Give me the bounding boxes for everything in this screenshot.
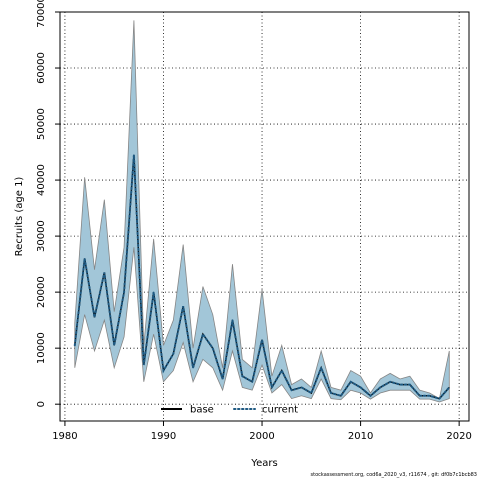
footer-note: stockassessment.org, cod6a_2020_v3, r116… — [310, 472, 477, 478]
y-tick-label: 60000 — [36, 52, 47, 84]
y-axis-title: Recruits (age 1) — [14, 177, 25, 257]
legend-label-base: base — [190, 405, 214, 416]
plot-frame — [59, 11, 470, 422]
x-tick-label: 2020 — [446, 431, 471, 442]
x-tick-label: 2000 — [249, 431, 274, 442]
x-tick-label: 1980 — [52, 431, 77, 442]
y-tick-label: 70000 — [36, 0, 47, 28]
x-tick-label: 1990 — [151, 431, 176, 442]
y-tick-label: 20000 — [36, 276, 47, 308]
x-tick-label: 2010 — [348, 431, 373, 442]
y-tick-label: 0 — [36, 401, 47, 407]
series-line-current — [73, 154, 451, 400]
legend-label-current: current — [262, 405, 298, 416]
y-tick-label: 40000 — [36, 164, 47, 196]
y-tick-label: 50000 — [36, 108, 47, 140]
x-axis-title: Years — [250, 458, 277, 469]
legend: base current — [161, 405, 298, 416]
x-axis: 1980 1990 2000 2010 2020 — [52, 421, 472, 442]
y-tick-label: 10000 — [36, 332, 47, 364]
y-tick-label: 30000 — [36, 220, 47, 252]
y-axis: 0 10000 20000 30000 40000 50000 60000 70000 — [36, 0, 60, 407]
confidence-band — [74, 20, 450, 403]
